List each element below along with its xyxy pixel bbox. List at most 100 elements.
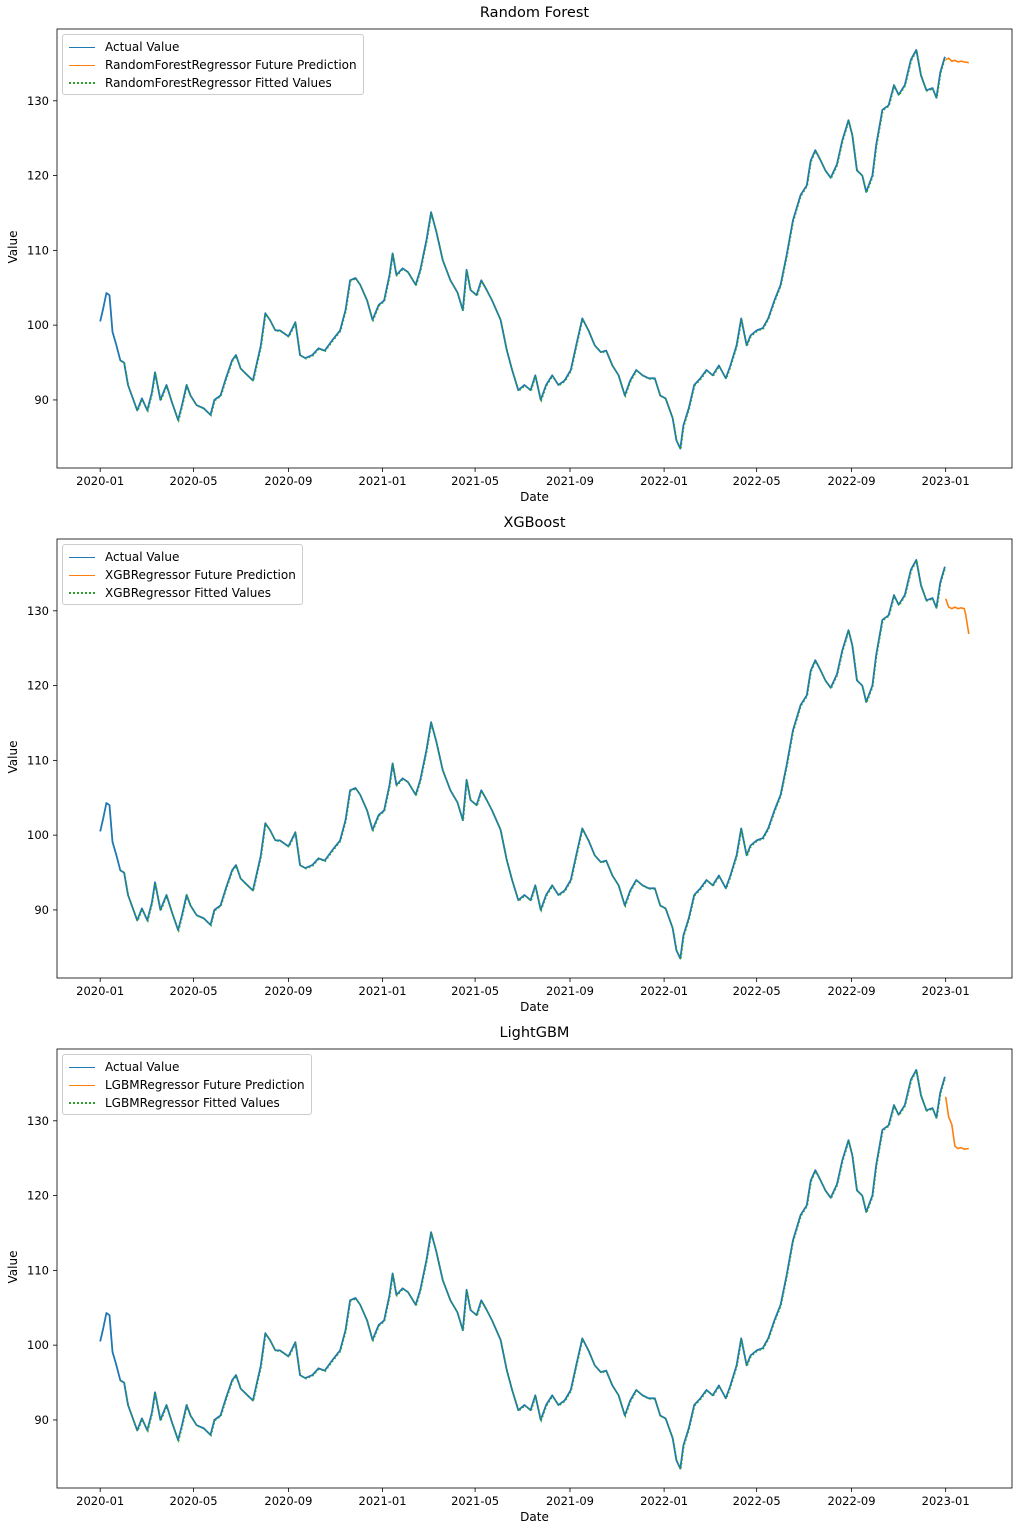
y-tick-label: 120	[27, 169, 49, 183]
actual-value-line	[99, 49, 946, 450]
legend-label: Actual Value	[105, 550, 180, 564]
x-tick-label: 2022-09	[828, 1494, 876, 1508]
y-axis-label: Value	[6, 1250, 20, 1284]
legend: Actual Value LGBMRegressor Future Predic…	[62, 1054, 312, 1115]
x-tick-label: 2021-01	[359, 474, 407, 488]
legend: Actual Value RandomForestRegressor Futur…	[62, 34, 364, 95]
fitted-values-line	[120, 48, 947, 452]
legend-item-future: RandomForestRegressor Future Prediction	[69, 56, 357, 74]
legend-item-fitted: LGBMRegressor Fitted Values	[69, 1094, 305, 1112]
legend-label: XGBRegressor Future Prediction	[105, 568, 296, 582]
x-tick-label: 2021-09	[546, 984, 594, 998]
y-tick-label: 90	[34, 1413, 49, 1427]
legend-label: Actual Value	[105, 1060, 180, 1074]
legend-swatch-fitted	[69, 1102, 95, 1104]
y-tick-label: 120	[27, 679, 49, 693]
y-axis-label: Value	[6, 230, 20, 264]
x-axis-label: Date	[520, 490, 549, 504]
legend-swatch-future	[69, 574, 95, 576]
y-axis-label: Value	[6, 740, 20, 774]
legend-item-future: LGBMRegressor Future Prediction	[69, 1076, 305, 1094]
x-tick-label: 2021-05	[451, 984, 499, 998]
legend-label: XGBRegressor Fitted Values	[105, 586, 271, 600]
x-tick-label: 2021-09	[546, 1494, 594, 1508]
legend-swatch-future	[69, 64, 95, 66]
x-tick-label: 2022-05	[733, 984, 781, 998]
legend-item-future: XGBRegressor Future Prediction	[69, 566, 296, 584]
x-tick-label: 2021-05	[451, 1494, 499, 1508]
y-tick-label: 100	[27, 318, 49, 332]
x-tick-label: 2021-01	[359, 984, 407, 998]
fitted-values-line	[120, 558, 947, 962]
plot-frame	[56, 28, 1013, 469]
plot-frame	[56, 1048, 1013, 1489]
x-tick-label: 2022-01	[640, 1494, 688, 1508]
x-tick-label: 2020-01	[76, 984, 124, 998]
legend-item-fitted: XGBRegressor Fitted Values	[69, 584, 296, 602]
chart-title: XGBoost	[503, 515, 566, 531]
legend-label: RandomForestRegressor Future Prediction	[105, 58, 357, 72]
y-tick-label: 100	[27, 828, 49, 842]
y-tick-label: 110	[27, 243, 49, 257]
y-tick-label: 130	[27, 94, 49, 108]
x-tick-label: 2021-01	[359, 1494, 407, 1508]
y-tick-label: 110	[27, 1263, 49, 1277]
x-tick-label: 2020-05	[170, 474, 218, 488]
legend-swatch-future	[69, 1084, 95, 1086]
x-tick-label: 2022-05	[733, 1494, 781, 1508]
x-tick-label: 2020-01	[76, 1494, 124, 1508]
x-tick-label: 2020-05	[170, 984, 218, 998]
actual-value-line	[99, 559, 946, 960]
x-tick-label: 2022-09	[828, 984, 876, 998]
legend-item-actual: Actual Value	[69, 548, 296, 566]
x-tick-label: 2023-01	[922, 1494, 970, 1508]
legend-label: LGBMRegressor Future Prediction	[105, 1078, 305, 1092]
legend: Actual Value XGBRegressor Future Predict…	[62, 544, 303, 605]
chart-svg: 2020-01 2020-05 2020-09 2021-01 2021-05 2021-…	[27, 538, 1013, 998]
legend-item-fitted: RandomForestRegressor Fitted Values	[69, 74, 357, 92]
x-tick-label: 2021-09	[546, 474, 594, 488]
x-tick-label: 2023-01	[922, 474, 970, 488]
x-axis-label: Date	[520, 1000, 549, 1014]
panel-lightgbm: 2020-01 2020-05 2020-09 2021-01 2021-05 2021-…	[0, 1020, 1020, 1530]
y-tick-label: 110	[27, 753, 49, 767]
future-prediction-line	[944, 598, 970, 635]
y-tick-label: 90	[34, 393, 49, 407]
legend-swatch-actual	[69, 46, 95, 48]
legend-swatch-actual	[69, 556, 95, 558]
panel-xgboost: 2020-01 2020-05 2020-09 2021-01 2021-05 2021-…	[0, 510, 1020, 1020]
x-axis-label: Date	[520, 1510, 549, 1524]
x-tick-label: 2022-05	[733, 474, 781, 488]
legend-swatch-fitted	[69, 82, 95, 84]
y-tick-label: 100	[27, 1338, 49, 1352]
x-tick-label: 2023-01	[922, 984, 970, 998]
y-tick-label: 90	[34, 903, 49, 917]
chart-title: Random Forest	[479, 5, 590, 21]
x-tick-label: 2022-01	[640, 474, 688, 488]
actual-value-line	[99, 1069, 946, 1470]
x-tick-label: 2020-09	[264, 984, 312, 998]
future-prediction-line	[945, 57, 969, 64]
chart-title: LightGBM	[499, 1025, 570, 1041]
legend-label: LGBMRegressor Fitted Values	[105, 1096, 280, 1110]
legend-label: Actual Value	[105, 40, 180, 54]
panel-random-forest: 2020-01 2020-05 2020-09 2021-01 2021-05 2021-…	[0, 0, 1020, 510]
legend-item-actual: Actual Value	[69, 38, 357, 56]
x-tick-label: 2022-09	[828, 474, 876, 488]
x-tick-label: 2020-09	[264, 474, 312, 488]
future-prediction-line	[944, 1096, 969, 1151]
x-tick-label: 2020-01	[76, 474, 124, 488]
legend-swatch-actual	[69, 1066, 95, 1068]
chart-svg: 2020-01 2020-05 2020-09 2021-01 2021-05 2021-…	[27, 1048, 1013, 1508]
chart-svg: 2020-01 2020-05 2020-09 2021-01 2021-05 2021-…	[27, 28, 1013, 488]
x-tick-label: 2021-05	[451, 474, 499, 488]
legend-swatch-fitted	[69, 592, 95, 594]
plot-frame	[56, 538, 1013, 979]
y-tick-label: 120	[27, 1189, 49, 1203]
x-tick-label: 2020-09	[264, 1494, 312, 1508]
legend-label: RandomForestRegressor Fitted Values	[105, 76, 332, 90]
x-tick-label: 2020-05	[170, 1494, 218, 1508]
x-tick-label: 2022-01	[640, 984, 688, 998]
y-tick-label: 130	[27, 1114, 49, 1128]
legend-item-actual: Actual Value	[69, 1058, 305, 1076]
